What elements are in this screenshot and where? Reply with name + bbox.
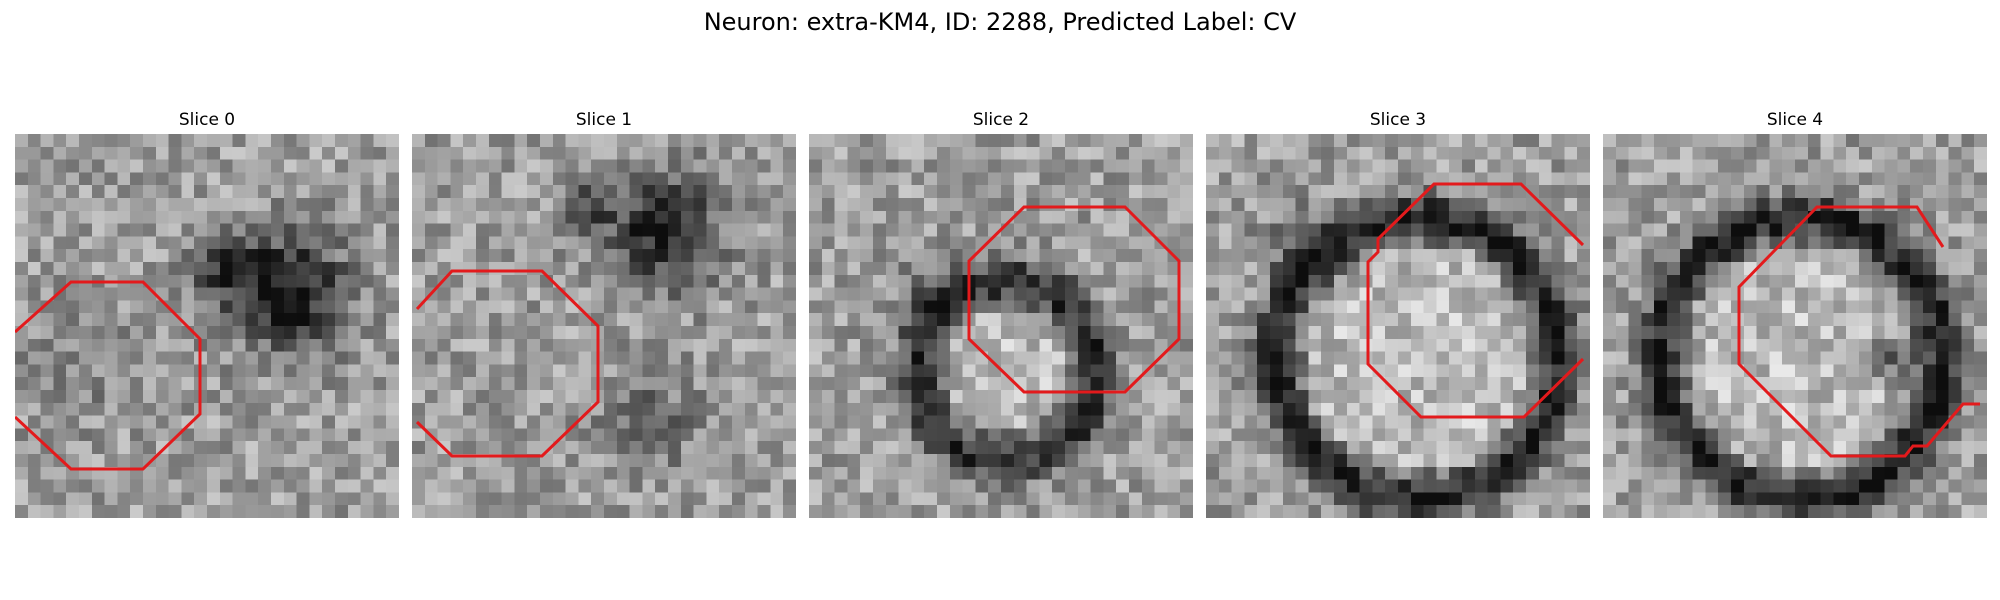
slice-image bbox=[1603, 134, 1987, 518]
slice-image bbox=[809, 134, 1193, 518]
roi-contour bbox=[1366, 182, 1585, 419]
roi-contour bbox=[967, 205, 1181, 394]
figure-title: Neuron: extra-KM4, ID: 2288, Predicted L… bbox=[703, 8, 1297, 36]
roi-contour bbox=[415, 269, 600, 458]
slice-image bbox=[1206, 134, 1590, 518]
slice-title: Slice 0 bbox=[178, 110, 236, 130]
slice-title: Slice 3 bbox=[1369, 110, 1427, 130]
slice-title: Slice 2 bbox=[972, 110, 1030, 130]
roi-contour bbox=[15, 280, 202, 471]
slice-image bbox=[412, 134, 796, 518]
roi-contour bbox=[1737, 205, 1980, 458]
slice-title: Slice 4 bbox=[1766, 110, 1824, 130]
slice-title: Slice 1 bbox=[575, 110, 633, 130]
slice-image bbox=[15, 134, 399, 518]
